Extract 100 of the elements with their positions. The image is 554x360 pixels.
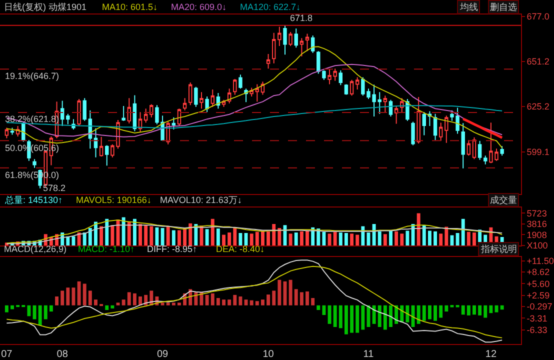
candlestick xyxy=(272,32,276,64)
candlestick xyxy=(227,88,232,104)
bar xyxy=(466,232,470,246)
candlestick xyxy=(216,92,220,110)
bar xyxy=(261,300,264,306)
bar xyxy=(228,300,232,306)
y-tick-label: 5723 xyxy=(526,208,547,218)
bar xyxy=(394,231,398,246)
bar xyxy=(439,305,443,318)
line-series xyxy=(462,118,504,139)
candlestick xyxy=(461,122,465,169)
candlestick xyxy=(99,136,104,158)
bar xyxy=(466,305,470,316)
y-tick-label: 599.1 xyxy=(526,147,550,158)
bar xyxy=(306,291,309,306)
bar xyxy=(356,305,360,333)
candlestick xyxy=(378,92,382,114)
bar xyxy=(116,302,120,306)
annotation: 578.2 xyxy=(43,183,66,193)
bar xyxy=(378,305,382,327)
bar xyxy=(100,226,104,246)
bar xyxy=(338,305,342,328)
bar xyxy=(328,305,332,324)
bar xyxy=(344,305,348,334)
y-tick-label: +8.62 xyxy=(526,267,550,278)
bar xyxy=(188,223,192,246)
y-tick-label: 625.2 xyxy=(526,102,550,112)
bar xyxy=(461,218,465,246)
ref-line-label: 19.1%(646.7) xyxy=(5,71,60,81)
bar xyxy=(228,232,232,246)
candlestick xyxy=(250,87,254,97)
bar xyxy=(160,228,164,246)
candlestick xyxy=(10,127,14,136)
text: DIFF: -8.95↑ xyxy=(147,244,198,254)
bar xyxy=(88,228,92,246)
bar xyxy=(428,230,432,246)
bar xyxy=(406,230,410,246)
bar xyxy=(444,305,448,312)
candlestick xyxy=(194,86,198,108)
candlestick xyxy=(210,88,214,108)
bar xyxy=(60,290,64,306)
candlestick xyxy=(172,116,176,130)
y-tick-label: -6.33 xyxy=(526,324,548,335)
candlestick xyxy=(283,24,287,56)
candlestick xyxy=(144,108,148,124)
bar xyxy=(416,305,420,324)
y-tick-label: 677.0 xyxy=(526,11,550,22)
bar xyxy=(178,230,181,246)
bar xyxy=(205,294,209,306)
y-tick-label: 651.2 xyxy=(526,56,550,66)
bar xyxy=(4,305,8,312)
candlestick xyxy=(484,155,488,165)
candlestick xyxy=(88,110,92,150)
candlestick xyxy=(288,32,292,46)
bar xyxy=(160,302,164,306)
bar xyxy=(166,226,170,246)
bar xyxy=(250,300,254,306)
bar xyxy=(416,213,420,246)
bar xyxy=(434,231,438,246)
bar xyxy=(138,224,142,246)
bar xyxy=(132,218,136,246)
x-tick-label: 07 xyxy=(1,349,13,360)
bar xyxy=(155,227,159,246)
text: 总量: 145130↑ xyxy=(4,195,63,205)
bar xyxy=(144,225,148,246)
bar xyxy=(194,292,198,306)
bar xyxy=(422,225,426,246)
bar xyxy=(500,305,504,310)
chart-title: 日线(复权) 动煤1901 xyxy=(4,2,87,12)
bar xyxy=(105,305,109,310)
bar xyxy=(294,289,298,306)
candlestick xyxy=(182,98,187,111)
candlestick xyxy=(422,112,426,136)
bar xyxy=(300,231,304,246)
bar xyxy=(316,305,320,310)
y-tick-label: X100 xyxy=(526,240,548,251)
text: 成交量 xyxy=(490,195,517,205)
bar xyxy=(266,231,270,246)
candlestick xyxy=(466,139,471,156)
bar xyxy=(378,231,382,246)
text: DEA: -8.40↓ xyxy=(216,244,265,254)
bar xyxy=(489,305,493,314)
y-tick-label: 3816 xyxy=(526,219,547,230)
annotation: 671.8 xyxy=(290,13,313,23)
bar xyxy=(278,280,282,306)
bar xyxy=(166,302,170,306)
bar xyxy=(322,232,326,246)
bar xyxy=(10,305,14,310)
bar xyxy=(172,230,176,246)
candlestick xyxy=(394,106,398,124)
bar xyxy=(238,233,242,246)
candlestick xyxy=(355,76,360,90)
text: MA120: 622.7↓ xyxy=(240,2,301,12)
bar xyxy=(105,218,109,246)
candlestick xyxy=(138,112,142,133)
bar xyxy=(389,305,392,327)
bar xyxy=(306,230,309,246)
bar xyxy=(233,228,237,246)
bar xyxy=(77,281,81,306)
bar xyxy=(400,234,404,246)
